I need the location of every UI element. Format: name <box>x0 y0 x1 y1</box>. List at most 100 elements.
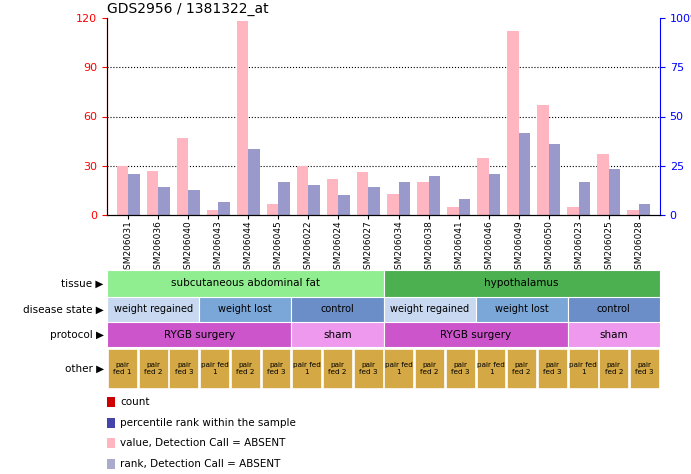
Bar <box>262 349 290 388</box>
Text: pair
fed 3: pair fed 3 <box>635 362 654 375</box>
Bar <box>549 145 560 215</box>
Bar <box>354 349 383 388</box>
Text: tissue ▶: tissue ▶ <box>61 279 104 289</box>
Text: sham: sham <box>600 329 628 339</box>
Text: pair
fed 1: pair fed 1 <box>113 362 132 375</box>
Bar <box>627 210 639 215</box>
Bar <box>231 349 260 388</box>
Bar <box>107 459 115 469</box>
Bar <box>200 349 229 388</box>
Text: pair
fed 2: pair fed 2 <box>328 362 347 375</box>
Text: pair
fed 2: pair fed 2 <box>420 362 439 375</box>
Bar <box>399 182 410 215</box>
Text: pair
fed 3: pair fed 3 <box>451 362 469 375</box>
Bar <box>489 174 500 215</box>
Bar <box>384 322 568 347</box>
Text: weight lost: weight lost <box>218 304 272 315</box>
Bar <box>339 195 350 215</box>
Text: GDS2956 / 1381322_at: GDS2956 / 1381322_at <box>107 1 269 16</box>
Bar <box>568 322 660 347</box>
Bar <box>538 349 567 388</box>
Bar <box>428 175 440 215</box>
Bar <box>107 270 384 297</box>
Bar <box>292 322 384 347</box>
Bar <box>107 397 115 407</box>
Bar <box>599 349 628 388</box>
Bar <box>609 169 621 215</box>
Bar <box>169 349 198 388</box>
Bar <box>327 179 339 215</box>
Bar <box>107 322 292 347</box>
Text: pair fed
1: pair fed 1 <box>200 362 229 375</box>
Bar <box>459 199 470 215</box>
Text: pair fed
1: pair fed 1 <box>477 362 505 375</box>
Text: pair
fed 3: pair fed 3 <box>267 362 285 375</box>
Bar <box>519 133 530 215</box>
Bar <box>415 349 444 388</box>
Bar <box>146 171 158 215</box>
Text: weight lost: weight lost <box>495 304 549 315</box>
Bar <box>158 187 169 215</box>
Text: pair fed
1: pair fed 1 <box>569 362 597 375</box>
Bar <box>477 157 489 215</box>
Text: sham: sham <box>323 329 352 339</box>
Text: count: count <box>120 397 150 407</box>
Text: pair
fed 2: pair fed 2 <box>236 362 254 375</box>
Bar <box>107 438 115 448</box>
Bar <box>477 349 505 388</box>
Bar <box>507 31 519 215</box>
Bar <box>446 349 475 388</box>
Bar <box>384 297 475 322</box>
Bar <box>417 182 428 215</box>
Bar <box>218 202 229 215</box>
Bar <box>108 349 137 388</box>
Bar <box>107 297 199 322</box>
Text: pair fed
1: pair fed 1 <box>385 362 413 375</box>
Bar <box>579 182 590 215</box>
Text: weight regained: weight regained <box>390 304 469 315</box>
Bar <box>117 166 128 215</box>
Bar <box>267 203 278 215</box>
Bar <box>248 149 260 215</box>
Text: hypothalamus: hypothalamus <box>484 279 559 289</box>
Text: pair fed
1: pair fed 1 <box>293 362 321 375</box>
Bar <box>323 349 352 388</box>
Bar <box>128 174 140 215</box>
Bar <box>538 105 549 215</box>
Bar <box>357 173 368 215</box>
Text: control: control <box>597 304 631 315</box>
Bar <box>199 297 292 322</box>
Text: pair
fed 2: pair fed 2 <box>513 362 531 375</box>
Bar <box>292 297 384 322</box>
Bar <box>368 187 380 215</box>
Bar <box>292 349 321 388</box>
Bar <box>278 182 290 215</box>
Bar <box>569 349 598 388</box>
Text: control: control <box>321 304 354 315</box>
Bar <box>177 138 188 215</box>
Bar <box>188 191 200 215</box>
Bar <box>139 349 168 388</box>
Bar <box>387 194 399 215</box>
Bar <box>308 185 320 215</box>
Bar <box>237 21 248 215</box>
Text: weight regained: weight regained <box>113 304 193 315</box>
Bar <box>384 270 660 297</box>
Text: pair
fed 3: pair fed 3 <box>175 362 193 375</box>
Text: disease state ▶: disease state ▶ <box>23 304 104 315</box>
Text: pair
fed 2: pair fed 2 <box>144 362 162 375</box>
Text: percentile rank within the sample: percentile rank within the sample <box>120 418 296 428</box>
Text: value, Detection Call = ABSENT: value, Detection Call = ABSENT <box>120 438 286 448</box>
Bar <box>107 418 115 428</box>
Bar <box>475 297 568 322</box>
Bar <box>598 154 609 215</box>
Text: subcutaneous abdominal fat: subcutaneous abdominal fat <box>171 279 320 289</box>
Bar <box>207 210 218 215</box>
Text: protocol ▶: protocol ▶ <box>50 329 104 339</box>
Text: pair
fed 2: pair fed 2 <box>605 362 623 375</box>
Bar <box>568 297 660 322</box>
Bar <box>567 207 579 215</box>
Bar <box>639 203 650 215</box>
Bar <box>507 349 536 388</box>
Bar <box>297 166 308 215</box>
